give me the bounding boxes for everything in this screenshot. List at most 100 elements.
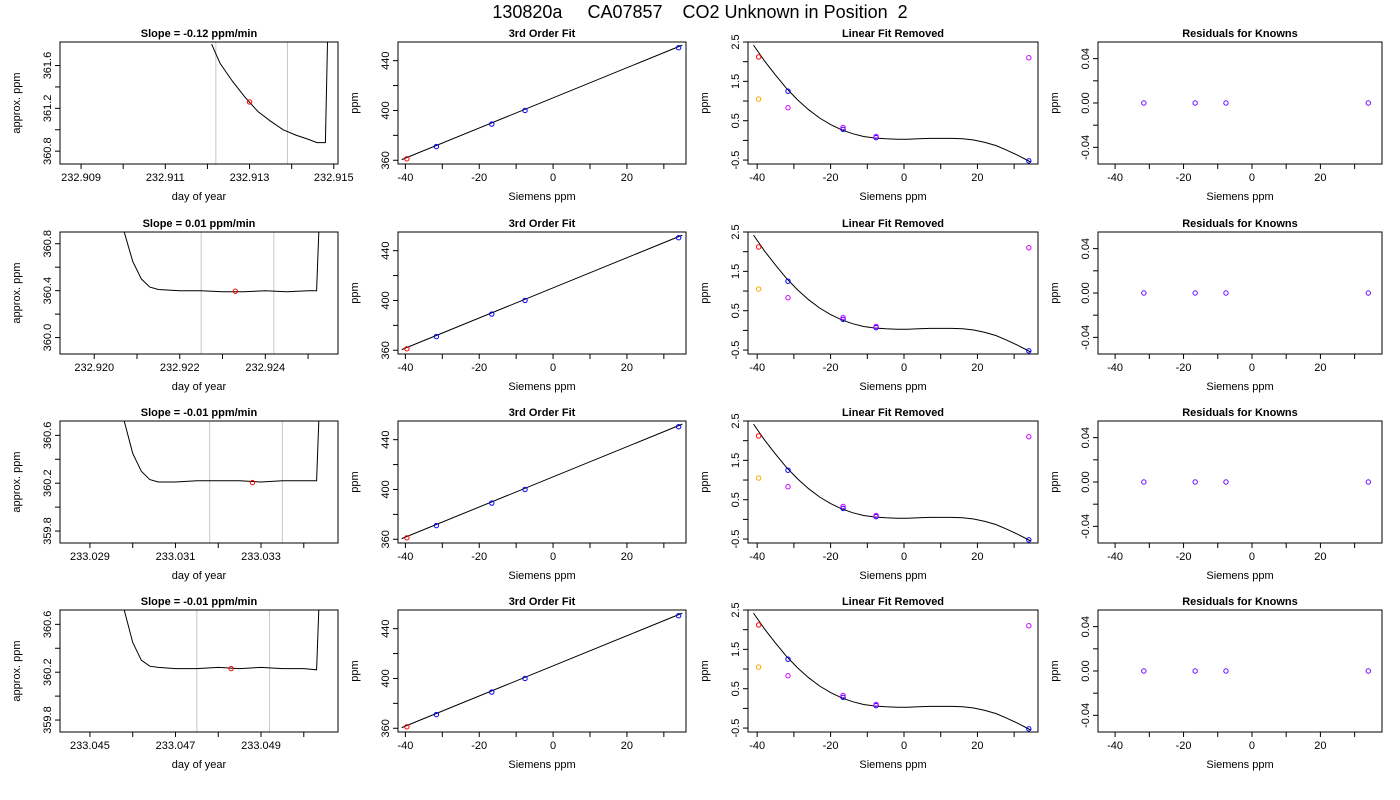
y-tick-label: 2.5	[730, 602, 742, 617]
data-layer	[401, 423, 683, 541]
y-tick-label: 400	[380, 101, 392, 119]
y-tick-label: 0.04	[1080, 427, 1092, 448]
x-axis-label: Siemens ppm	[1206, 381, 1273, 393]
x-tick-label: 20	[1314, 551, 1326, 563]
y-tick-label: 360	[380, 341, 392, 359]
y-tick-label: 0.5	[730, 303, 742, 318]
x-tick-label: -40	[749, 740, 765, 752]
x-axis-label: Siemens ppm	[1206, 191, 1273, 203]
x-axis-label: day of year	[172, 759, 227, 771]
y-axis-label: approx. ppm	[11, 72, 23, 133]
x-tick-label: -40	[749, 551, 765, 563]
y-tick-label: 1.5	[730, 453, 742, 468]
data-point	[1223, 100, 1229, 106]
y-tick-label: 400	[380, 480, 392, 498]
y-axis-label: approx. ppm	[11, 640, 23, 701]
data-point	[840, 126, 846, 133]
data-point	[785, 467, 791, 473]
data-point	[433, 522, 440, 529]
data-point	[840, 694, 846, 701]
x-tick-label: 232.909	[61, 172, 101, 184]
x-tick-label: 0	[901, 740, 907, 752]
y-tick-label: 2.5	[730, 34, 742, 49]
x-tick-label: 0	[1249, 551, 1255, 563]
y-tick-label: -0.5	[730, 530, 742, 549]
data-point	[1026, 348, 1032, 354]
plot-frame	[397, 231, 687, 355]
x-tick-label: 233.045	[70, 740, 110, 752]
y-tick-label: 360.6	[42, 611, 54, 639]
chart-panel: Linear Fit Removed -40 -20 0 20 Siemens ppm -0…	[699, 218, 1039, 393]
data-point	[785, 656, 791, 662]
y-tick-label: 2.5	[730, 413, 742, 428]
y-tick-label: 2.5	[730, 224, 742, 239]
x-tick-label: 0	[1249, 740, 1255, 752]
data-point	[755, 664, 762, 670]
data-point	[1026, 434, 1032, 440]
y-axis-label: ppm	[349, 282, 361, 303]
y-tick-label: 440	[380, 619, 392, 637]
chart-panel: 3rd Order Fit -40 -20 0 20 Siemens ppm 360 400 4…	[349, 218, 687, 393]
x-tick-label: 0	[550, 362, 556, 374]
data-point	[1365, 479, 1372, 485]
data-point	[755, 622, 762, 628]
chart-title: Linear Fit Removed	[842, 407, 944, 419]
x-tick-label: 20	[971, 362, 983, 374]
data-point	[1026, 158, 1032, 164]
data-point	[1365, 668, 1372, 674]
y-tick-label: 400	[380, 291, 392, 309]
y-tick-label: 361.2	[42, 95, 54, 123]
y-tick-label: 0.00	[1080, 660, 1092, 681]
data-point	[433, 333, 440, 340]
data-point	[840, 314, 846, 321]
data-point	[785, 295, 791, 301]
y-axis-label: ppm	[349, 660, 361, 681]
data-point	[1026, 245, 1032, 251]
data-point	[433, 143, 440, 150]
y-axis-label: ppm	[349, 471, 361, 492]
data-point	[522, 486, 528, 493]
y-axis-label: ppm	[1049, 471, 1061, 492]
chart-title: Slope = -0.01 ppm/min	[141, 596, 258, 608]
y-tick-label: 360.2	[42, 469, 54, 497]
x-tick-label: -20	[471, 362, 487, 374]
y-tick-label: 0.5	[730, 492, 742, 507]
data-point	[228, 665, 234, 672]
y-tick-label: 359.8	[42, 706, 54, 734]
x-tick-label: 232.911	[146, 172, 185, 184]
y-tick-label: -0.04	[1080, 703, 1092, 728]
data-point	[489, 689, 495, 695]
x-tick-label: -20	[823, 172, 839, 184]
y-tick-label: 360	[380, 530, 392, 548]
x-tick-label: 232.924	[245, 362, 285, 374]
plot-frame	[747, 420, 1039, 544]
y-tick-label: 400	[380, 669, 392, 687]
chart-panel: Slope = -0.01 ppm/min 233.045 233.047 233.0…	[11, 596, 339, 771]
y-tick-label: 360.2	[42, 658, 54, 686]
data-point	[840, 503, 846, 510]
fit-curve	[753, 612, 1031, 731]
y-tick-label: 360.8	[42, 137, 54, 165]
data-point	[840, 692, 846, 699]
x-axis-label: Siemens ppm	[1206, 570, 1273, 582]
y-tick-label: 360.4	[42, 277, 54, 305]
x-tick-label: 0	[901, 172, 907, 184]
fit-curve	[753, 423, 1031, 542]
x-tick-label: 0	[1249, 172, 1255, 184]
y-tick-label: -0.04	[1080, 325, 1092, 350]
data-layer	[123, 421, 320, 486]
data-point	[232, 288, 239, 294]
x-tick-label: -40	[749, 362, 765, 374]
data-point	[1026, 726, 1032, 732]
plot-frame	[1097, 231, 1383, 355]
data-point	[755, 244, 762, 250]
data-layer	[1141, 290, 1372, 296]
fit-line	[401, 423, 683, 540]
data-point	[1223, 668, 1229, 674]
x-tick-label: 0	[1249, 362, 1255, 374]
plot-frame	[747, 609, 1039, 733]
y-axis-label: ppm	[1049, 92, 1061, 113]
fit-line	[401, 44, 683, 161]
plot-frame	[1097, 41, 1383, 165]
data-point	[522, 107, 528, 114]
